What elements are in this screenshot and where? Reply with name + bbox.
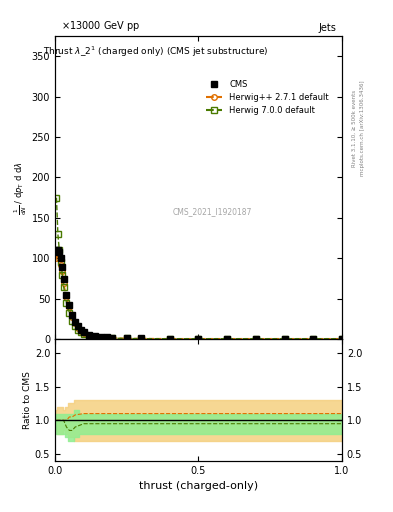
Text: Thrust $\lambda\_2^1$ (charged only) (CMS jet substructure): Thrust $\lambda\_2^1$ (charged only) (CM…: [43, 45, 268, 59]
X-axis label: thrust (charged-only): thrust (charged-only): [139, 481, 258, 491]
Y-axis label: $\frac{1}{\mathrm{d}N}$ / $\mathrm{d}p_\mathrm{T}$ $\mathrm{d}$ $\mathrm{d}\lamb: $\frac{1}{\mathrm{d}N}$ / $\mathrm{d}p_\…: [12, 161, 29, 215]
Y-axis label: Ratio to CMS: Ratio to CMS: [23, 371, 32, 429]
Text: mcplots.cern.ch [arXiv:1306.3436]: mcplots.cern.ch [arXiv:1306.3436]: [360, 80, 365, 176]
Text: CMS_2021_I1920187: CMS_2021_I1920187: [173, 207, 252, 217]
Text: Jets: Jets: [318, 23, 336, 33]
Legend: CMS, Herwig++ 2.7.1 default, Herwig 7.0.0 default: CMS, Herwig++ 2.7.1 default, Herwig 7.0.…: [202, 76, 332, 118]
Text: $\times$13000 GeV pp: $\times$13000 GeV pp: [61, 19, 140, 33]
Text: Rivet 3.1.10, ≥ 500k events: Rivet 3.1.10, ≥ 500k events: [352, 90, 357, 166]
